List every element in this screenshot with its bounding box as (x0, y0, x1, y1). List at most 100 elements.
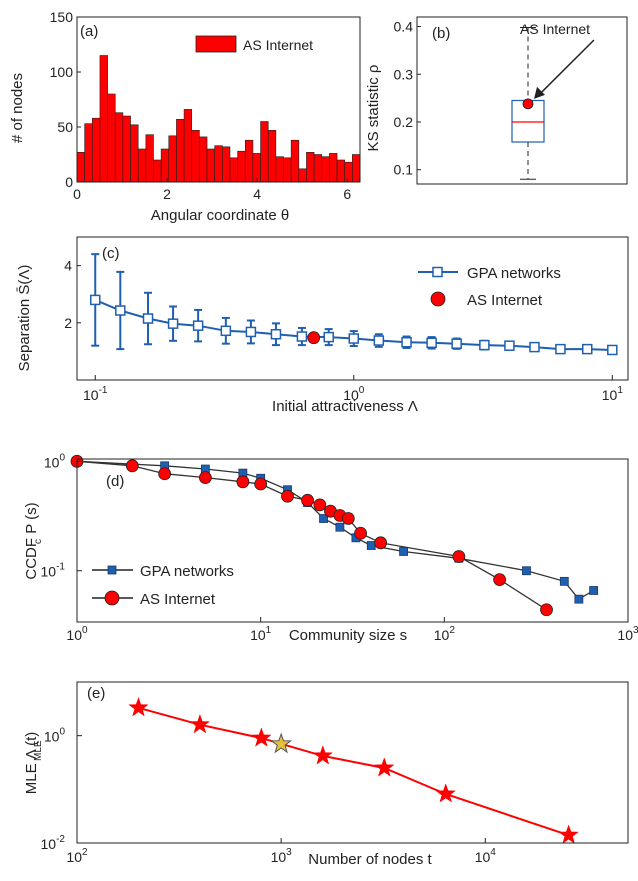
histogram-bar (290, 139, 300, 183)
histogram-bar (321, 156, 330, 183)
as-internet-point (301, 493, 314, 507)
mle-star-point (251, 727, 272, 747)
panel-e-label: (e) (87, 685, 105, 702)
y-axis-title: MLE Λ (t) (23, 732, 40, 795)
as-internet-point (307, 331, 321, 345)
histogram-bar (153, 159, 162, 183)
x-tick-label: 2 (163, 186, 171, 202)
gpa-point (555, 343, 566, 355)
histogram-bar (122, 115, 131, 183)
legend-swatch-as-internet (195, 35, 237, 53)
gpa-point (373, 335, 385, 346)
mle-star-point (558, 824, 579, 844)
gpa-point (582, 343, 593, 355)
legend-label-as-internet: AS Internet (467, 292, 543, 309)
x-axis-title: Community size s (289, 627, 407, 644)
axes-frame (76, 681, 629, 844)
x-tick-label: 101 (602, 385, 624, 403)
histogram-bar (214, 145, 223, 183)
gpa-point (270, 328, 282, 340)
histogram-bar (76, 152, 85, 183)
gpa-point (607, 344, 618, 356)
gpa-point (167, 318, 179, 329)
gpa-point (115, 305, 126, 316)
histogram-bar (137, 148, 147, 183)
gpa-point (589, 586, 599, 595)
histogram-bar (199, 136, 208, 183)
x-tick-label: 102 (66, 847, 88, 865)
histogram-bar (229, 157, 238, 183)
as-internet-line (76, 460, 547, 611)
mle-star-point (189, 713, 211, 734)
as-internet-point (254, 477, 268, 491)
gpa-point (319, 514, 328, 523)
as-internet-point (281, 489, 294, 503)
y-tick-label: 100 (50, 64, 74, 80)
as-internet-point (522, 98, 534, 110)
legend-marker-gpa (432, 266, 443, 278)
y-axis-title: # of nodes (9, 73, 26, 143)
x-tick-label: 6 (343, 186, 351, 202)
annotation-as-internet: AS Internet (520, 21, 590, 37)
axes-frame (76, 458, 629, 623)
histogram-bar (336, 159, 346, 183)
histogram-bar (107, 93, 116, 183)
panel-a-histogram: (a) AS Internet Angular coordinate θ # o… (9, 9, 361, 224)
histogram-bar (99, 55, 108, 183)
legend-label-as-internet: AS Internet (243, 37, 313, 53)
annotation-arrow (536, 39, 595, 98)
as-internet-point (540, 603, 553, 617)
as-internet-point (125, 459, 139, 473)
as-internet-point (236, 475, 250, 489)
x-tick-label: 0 (73, 186, 81, 202)
axes-frame (76, 16, 361, 183)
y-tick-label: 0.2 (394, 114, 414, 130)
histogram-bar (352, 154, 361, 183)
mle-star-point (435, 783, 456, 803)
histogram-bar (244, 139, 254, 183)
y-axis-title: CCDF P (s) (23, 502, 40, 579)
gpa-point (451, 338, 462, 349)
x-tick-label: 102 (434, 625, 456, 643)
panel-b-label: (b) (432, 25, 450, 42)
x-tick-label: 103 (271, 847, 293, 865)
as-internet-point (374, 536, 388, 550)
gpa-point (323, 331, 334, 343)
as-internet-point (198, 471, 212, 484)
histogram-bar (298, 168, 307, 183)
y-tick-label: 150 (50, 9, 74, 25)
histogram-bar (160, 148, 170, 183)
gpa-point (522, 566, 531, 576)
histogram-bar (206, 148, 215, 183)
histogram-bar (313, 154, 323, 183)
gpa-point (296, 331, 308, 342)
as-internet-point (158, 467, 172, 481)
gpa-point (335, 522, 345, 532)
gpa-point (366, 541, 376, 550)
gpa-point (348, 333, 360, 344)
legend-marker-as-internet (430, 291, 446, 307)
histogram-bar (114, 112, 124, 183)
gpa-point (559, 576, 569, 586)
y-tick-label: 0.3 (394, 66, 414, 82)
as-internet-point (354, 526, 367, 540)
gpa-point (245, 326, 257, 338)
y-tick-label: 0.4 (394, 19, 414, 35)
x-tick-label: 100 (66, 625, 88, 643)
gpa-point (89, 294, 101, 306)
histogram-bar (306, 152, 315, 183)
as-internet-point (313, 498, 327, 512)
panel-c-label: (c) (102, 245, 120, 262)
gpa-point (529, 341, 540, 353)
annotation-arrowhead (534, 86, 545, 99)
y-tick-label: 0.1 (394, 162, 414, 178)
histogram-bar (191, 130, 200, 183)
histogram-bar (252, 153, 261, 183)
x-tick-label: 104 (475, 847, 497, 865)
y-axis-title-subscript: MLE (33, 740, 44, 761)
mle-star-point (128, 697, 149, 717)
panel-e-mle: (e) Number of nodes t MLE Λ (t) MLE 102 1… (23, 681, 629, 868)
x-tick-label: 4 (253, 186, 261, 202)
y-axis-title-subscript: c (33, 539, 44, 544)
